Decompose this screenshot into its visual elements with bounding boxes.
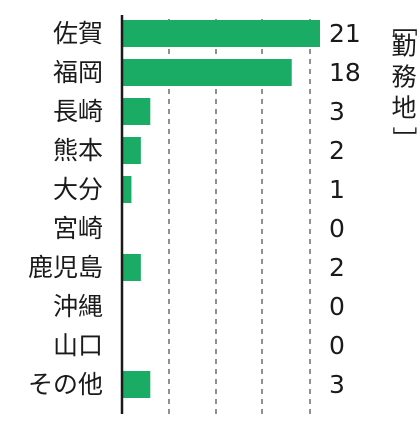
value-label: 2: [329, 136, 345, 165]
category-label: その他: [28, 370, 103, 399]
title-char: ］: [390, 126, 419, 151]
title-char: ［: [390, 11, 419, 36]
category-label: 鹿児島: [28, 253, 103, 282]
value-label: 0: [329, 331, 345, 360]
value-label: 2: [329, 253, 345, 282]
title-char: 務: [391, 63, 416, 92]
category-label: 宮崎: [53, 214, 103, 243]
category-label: 熊本: [53, 136, 103, 165]
category-label: 長崎: [53, 97, 103, 126]
value-label: 0: [329, 292, 345, 321]
title-char: 地: [391, 94, 416, 123]
bar-4: [122, 137, 141, 164]
value-label: 1: [329, 175, 345, 204]
category-label: 山口: [53, 331, 103, 360]
value-label: 0: [329, 214, 345, 243]
category-label: 佐賀: [53, 19, 103, 48]
value-label: 3: [329, 370, 345, 399]
bar-1: [122, 20, 320, 47]
title-char: 勤: [391, 32, 416, 61]
bar-5: [122, 176, 132, 203]
chart-title: ［勤務地 ］: [390, 11, 419, 151]
bar-2: [122, 59, 292, 86]
value-label: 21: [329, 19, 361, 48]
bar-10: [122, 371, 151, 398]
bars: [122, 20, 320, 398]
bar-3: [122, 98, 151, 125]
bar-7: [122, 254, 141, 281]
category-label: 福岡: [53, 58, 103, 87]
category-label: 沖縄: [53, 292, 103, 321]
value-label: 18: [329, 58, 361, 87]
category-label: 大分: [53, 175, 103, 204]
value-label: 3: [329, 97, 345, 126]
